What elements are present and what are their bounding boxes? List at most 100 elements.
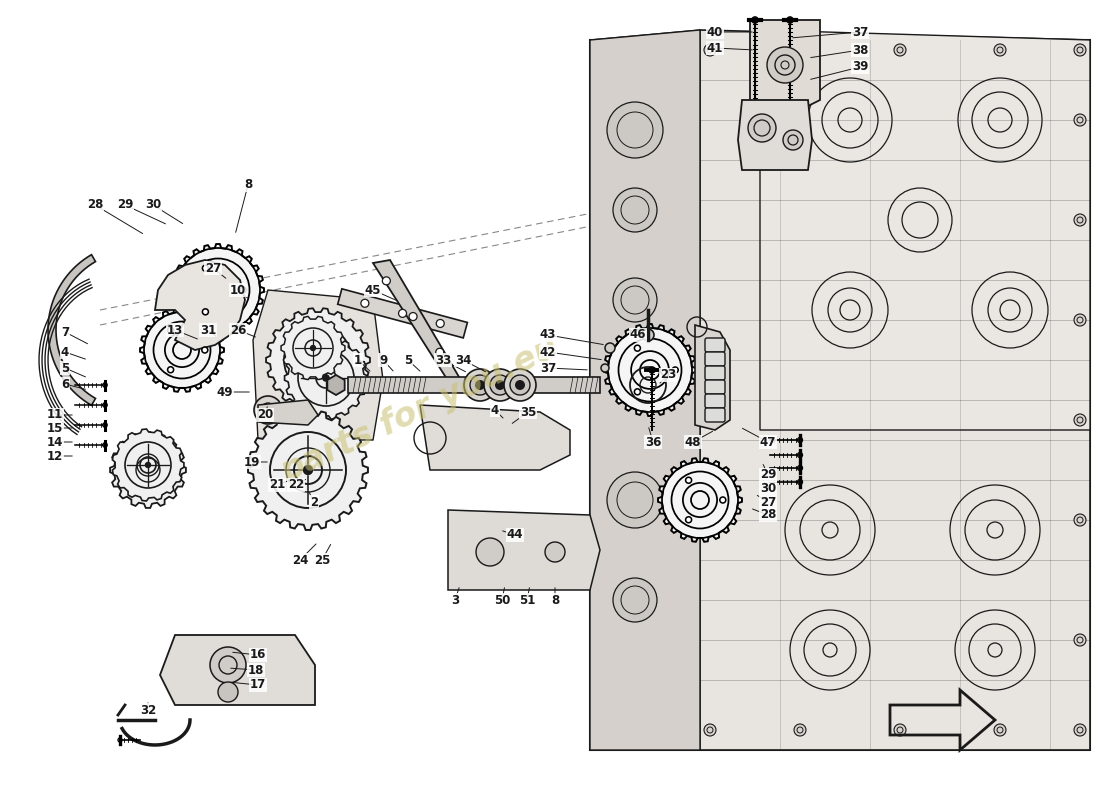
Circle shape [495,380,505,390]
Text: 19: 19 [244,455,261,469]
Circle shape [783,130,803,150]
Text: 5: 5 [404,354,412,366]
Circle shape [504,369,536,401]
Circle shape [613,188,657,232]
Circle shape [145,462,151,467]
Text: 28: 28 [87,198,103,211]
Text: 29: 29 [760,469,777,482]
Circle shape [470,375,490,395]
Polygon shape [750,20,820,120]
Circle shape [794,44,806,56]
Text: 15: 15 [47,422,63,434]
Text: 1: 1 [354,354,362,366]
Circle shape [202,265,208,271]
Circle shape [1074,314,1086,326]
Polygon shape [373,260,462,387]
Text: 17: 17 [250,678,266,691]
Polygon shape [328,375,344,395]
Polygon shape [140,308,224,392]
Circle shape [510,375,530,395]
Circle shape [767,47,803,83]
Text: 8: 8 [244,178,252,191]
Text: 47: 47 [760,435,777,449]
Text: 16: 16 [250,649,266,662]
Text: 44: 44 [507,529,524,542]
Circle shape [994,724,1006,736]
Circle shape [475,380,485,390]
Polygon shape [110,432,186,508]
Circle shape [383,277,390,285]
Text: 11: 11 [47,409,63,422]
Circle shape [315,357,321,363]
Polygon shape [604,324,696,416]
Polygon shape [590,40,1090,750]
Polygon shape [590,30,700,210]
Circle shape [1074,114,1086,126]
Text: 20: 20 [257,409,273,422]
Text: 30: 30 [145,198,161,211]
Circle shape [613,278,657,322]
Polygon shape [590,30,700,750]
Circle shape [490,375,510,395]
Polygon shape [266,308,370,412]
Text: 36: 36 [645,435,661,449]
Circle shape [323,375,329,381]
Text: 27: 27 [205,262,221,274]
Circle shape [672,367,679,373]
FancyBboxPatch shape [705,380,725,394]
Circle shape [610,355,660,405]
Text: 40: 40 [707,26,723,38]
Circle shape [409,313,417,321]
FancyBboxPatch shape [705,352,725,366]
Polygon shape [338,289,468,338]
Text: 39: 39 [851,61,868,74]
Circle shape [304,466,312,474]
Circle shape [994,44,1006,56]
Text: 4: 4 [491,403,499,417]
Circle shape [635,345,640,351]
Circle shape [719,497,726,503]
Text: 10: 10 [230,283,246,297]
Text: 9: 9 [378,354,387,366]
Text: 51: 51 [519,594,536,606]
Text: 49: 49 [217,386,233,398]
Circle shape [436,348,443,356]
Circle shape [748,114,775,142]
Polygon shape [700,30,1090,750]
Circle shape [894,44,906,56]
Text: 28: 28 [760,509,777,522]
Polygon shape [160,635,315,705]
Text: 12: 12 [47,450,63,462]
Polygon shape [760,30,1090,430]
Text: 33: 33 [434,354,451,366]
Text: 29: 29 [117,198,133,211]
Polygon shape [285,337,367,419]
Circle shape [704,44,716,56]
Circle shape [607,472,663,528]
Circle shape [601,364,609,372]
Text: 27: 27 [760,495,777,509]
Text: 23: 23 [660,369,676,382]
Circle shape [484,369,516,401]
Circle shape [202,309,208,315]
Circle shape [240,287,246,293]
Circle shape [685,478,692,483]
Circle shape [1074,724,1086,736]
Polygon shape [348,377,600,393]
FancyBboxPatch shape [705,394,725,408]
Polygon shape [253,290,383,440]
Text: 35: 35 [520,406,536,418]
Polygon shape [420,405,570,470]
Polygon shape [48,254,96,406]
Circle shape [635,389,640,395]
Circle shape [310,346,316,350]
Circle shape [1074,414,1086,426]
Circle shape [794,724,806,736]
Polygon shape [282,316,345,380]
Text: 30: 30 [760,482,777,494]
Text: 42: 42 [540,346,557,358]
Text: 21: 21 [268,478,285,491]
Circle shape [437,319,444,327]
Circle shape [1074,44,1086,56]
Text: 6: 6 [60,378,69,390]
